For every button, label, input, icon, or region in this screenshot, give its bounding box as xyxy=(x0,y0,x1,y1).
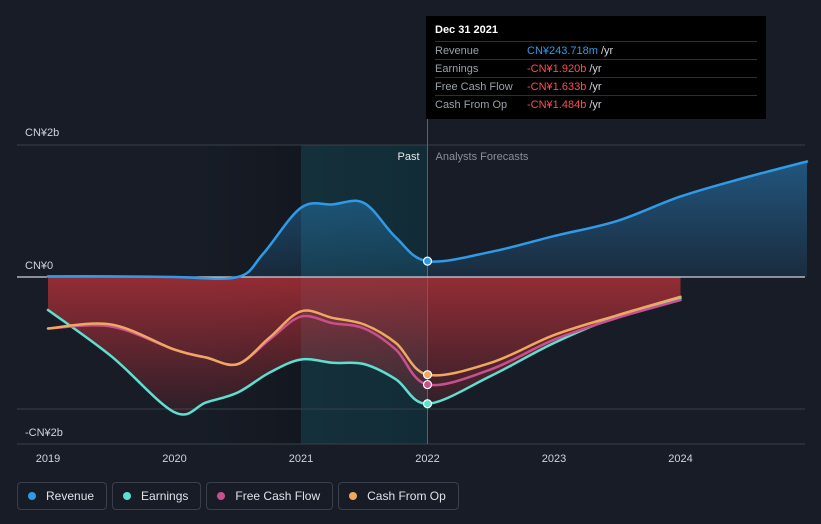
tooltip-value: -CN¥1.484b xyxy=(527,98,587,111)
chart-legend: Revenue Earnings Free Cash Flow Cash Fro… xyxy=(17,482,459,510)
x-tick-label: 2024 xyxy=(668,453,692,465)
forecast-label: Analysts Forecasts xyxy=(436,151,529,163)
data-tooltip: Dec 31 2021 Revenue CN¥243.718m /yr Earn… xyxy=(426,16,766,119)
legend-item-free-cash-flow[interactable]: Free Cash Flow xyxy=(206,482,334,510)
tooltip-unit: /yr xyxy=(589,98,602,111)
legend-label: Revenue xyxy=(46,489,95,503)
y-tick-label: CN¥0 xyxy=(25,260,53,272)
tooltip-unit: /yr xyxy=(589,62,602,75)
marker-revenue xyxy=(422,256,433,266)
tooltip-value: -CN¥1.920b xyxy=(527,62,587,75)
legend-label: Earnings xyxy=(141,489,189,503)
marker-cash-from-op xyxy=(422,370,433,380)
tooltip-date: Dec 31 2021 xyxy=(435,24,498,36)
legend-item-earnings[interactable]: Earnings xyxy=(112,482,202,510)
legend-item-revenue[interactable]: Revenue xyxy=(17,482,108,510)
tooltip-label: Cash From Op xyxy=(435,98,508,111)
marker-free-cash-flow xyxy=(422,379,433,390)
x-tick-label: 2023 xyxy=(542,453,566,465)
tooltip-label: Free Cash Flow xyxy=(435,80,513,93)
revenue-area xyxy=(48,161,807,279)
tooltip-row-free-cash-flow: Free Cash Flow -CN¥1.633b /yr xyxy=(435,77,757,95)
tooltip-value: CN¥243.718m xyxy=(527,44,598,57)
legend-dot-icon xyxy=(123,492,132,500)
tooltip-row-earnings: Earnings -CN¥1.920b /yr xyxy=(435,59,757,77)
tooltip-unit: /yr xyxy=(589,80,602,93)
legend-dot-icon xyxy=(217,492,226,500)
x-tick-label: 2022 xyxy=(415,453,439,465)
tooltip-unit: /yr xyxy=(600,44,614,57)
legend-label: Cash From Op xyxy=(367,489,446,503)
marker-earnings xyxy=(422,399,433,409)
legend-dot-icon xyxy=(349,492,358,500)
legend-label: Free Cash Flow xyxy=(235,489,321,503)
negative-area xyxy=(48,277,681,415)
tooltip-label: Earnings xyxy=(435,62,479,75)
series-line-earnings xyxy=(46,297,682,416)
y-tick-label: CN¥2b xyxy=(25,127,59,139)
legend-dot-icon xyxy=(28,492,36,500)
tooltip-label: Revenue xyxy=(435,44,480,57)
tooltip-value: -CN¥1.633b xyxy=(527,80,587,93)
tooltip-rows: Revenue CN¥243.718m /yr Earnings -CN¥1.9… xyxy=(435,41,757,113)
x-tick-label: 2020 xyxy=(162,453,186,465)
series-line-revenue xyxy=(46,160,809,280)
past-label: Past xyxy=(397,151,419,163)
y-tick-label: -CN¥2b xyxy=(25,427,63,439)
tooltip-row-revenue: Revenue CN¥243.718m /yr xyxy=(435,41,757,59)
x-tick-label: 2021 xyxy=(289,453,313,465)
tooltip-row-cash-from-op: Cash From Op -CN¥1.484b /yr xyxy=(435,95,757,113)
x-tick-label: 2019 xyxy=(36,453,60,465)
legend-item-cash-from-op[interactable]: Cash From Op xyxy=(338,482,459,510)
series-line-cash-from-op xyxy=(46,295,682,377)
